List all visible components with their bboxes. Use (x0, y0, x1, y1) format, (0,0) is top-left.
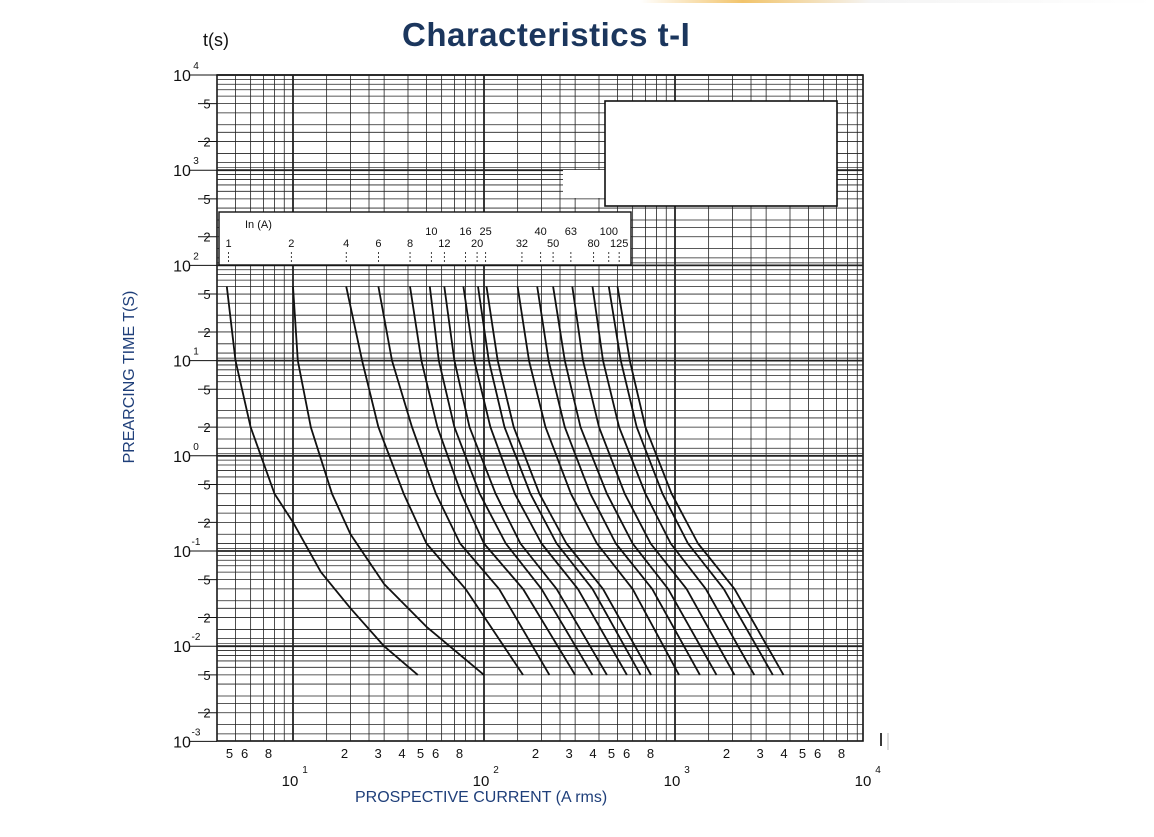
legend-label-50: 50 (547, 238, 559, 250)
legend-label-12: 12 (438, 238, 450, 250)
x-tick-label: 10 (473, 773, 490, 790)
y-unit-label: t(s) (203, 30, 229, 50)
y-tick-label: 10 (173, 639, 191, 656)
x-minor-tick-label: 2 (723, 746, 730, 761)
x-tick-exponent: 2 (493, 765, 499, 776)
x-tick-exponent: 1 (302, 765, 308, 776)
x-axis-label: PROSPECTIVE CURRENT (A rms) (355, 789, 608, 806)
series-curve-40 (536, 286, 701, 676)
legend-label-1: 1 (226, 238, 232, 250)
y-tick-label: 10 (173, 544, 191, 561)
x-minor-tick-label: 4 (780, 746, 787, 761)
legend-label-8: 8 (407, 238, 413, 250)
x-minor-tick-label: 8 (647, 746, 654, 761)
y-tick-exponent: 0 (193, 442, 199, 453)
y-tick-label: 10 (173, 734, 191, 751)
legend-label-25: 25 (480, 226, 492, 238)
legend-box (218, 211, 632, 266)
series-curve-25 (485, 286, 652, 676)
legend-label-16: 16 (459, 226, 471, 238)
x-minor-tick-label: 3 (566, 746, 573, 761)
legend-label-4: 4 (343, 238, 349, 250)
series-curve-8 (409, 286, 576, 676)
legend-label-63: 63 (565, 226, 577, 238)
y-tick-label: 10 (173, 449, 191, 466)
legend-label-80: 80 (588, 238, 600, 250)
series-curve-20 (477, 286, 642, 676)
x-minor-tick-label: 6 (241, 746, 248, 761)
series-curve-4 (345, 286, 524, 676)
x-minor-tick-label: 8 (265, 746, 272, 761)
x-minor-tick-label: 4 (589, 746, 596, 761)
y-tick-exponent: 1 (193, 347, 199, 358)
legend-label-100: 100 (600, 226, 618, 238)
legend-label-2: 2 (288, 238, 294, 250)
x-minor-tick-label: 6 (432, 746, 439, 761)
top-decorative-line (640, 0, 1154, 3)
series-curve-125 (616, 286, 785, 676)
series-curve-16 (462, 286, 628, 676)
series-curve-63 (571, 286, 736, 676)
series-curve-2 (292, 286, 485, 676)
x-minor-tick-label: 5 (799, 746, 806, 761)
x-minor-tick-label: 5 (226, 746, 233, 761)
legend-label-32: 32 (516, 238, 528, 250)
legend-label-40: 40 (535, 226, 547, 238)
y-tick-exponent: -1 (192, 537, 201, 548)
x-minor-tick-label: 5 (608, 746, 615, 761)
legend-label-6: 6 (375, 238, 381, 250)
x-minor-tick-label: 3 (757, 746, 764, 761)
x-minor-tick-label: 2 (532, 746, 539, 761)
y-tick-exponent: 2 (193, 251, 199, 262)
series-curve-1 (225, 286, 419, 676)
x-minor-tick-label: 8 (456, 746, 463, 761)
x-tick-label: 10 (855, 773, 872, 790)
y-tick-label: 10 (173, 68, 191, 85)
y-tick-label: 10 (173, 258, 191, 275)
series-curve-100 (607, 286, 774, 676)
y-tick-label: 10 (173, 354, 191, 371)
series-curve-80 (591, 286, 756, 676)
legend-label-125: 125 (610, 238, 628, 250)
legend-label-10: 10 (425, 226, 437, 238)
legend-header: In (A) (245, 219, 272, 231)
legend-label-20: 20 (471, 238, 483, 250)
x-minor-tick-label: 4 (398, 746, 405, 761)
y-tick-exponent: 4 (193, 61, 199, 72)
x-minor-tick-label: 6 (814, 746, 821, 761)
chart-title: Characteristics t-I (402, 16, 691, 53)
x-tick-label: 10 (664, 773, 681, 790)
x-minor-tick-label: 2 (341, 746, 348, 761)
series-curve-50 (552, 286, 718, 676)
legend-gap-mask (563, 170, 608, 198)
y-tick-exponent: -3 (192, 727, 201, 738)
x-tick-exponent: 3 (684, 765, 690, 776)
x-unit-label: I (878, 730, 883, 750)
series-curve-6 (377, 286, 551, 676)
x-minor-tick-label: 8 (838, 746, 845, 761)
y-tick-exponent: -2 (192, 632, 201, 643)
y-tick-exponent: 3 (193, 156, 199, 167)
x-minor-tick-label: 6 (623, 746, 630, 761)
x-minor-tick-label: 3 (375, 746, 382, 761)
y-tick-label: 10 (173, 163, 191, 180)
x-minor-tick-label: 5 (417, 746, 424, 761)
info-box-blank (604, 100, 838, 207)
series-curve-32 (516, 286, 680, 676)
x-tick-label: 10 (282, 773, 299, 790)
x-tick-exponent: 4 (875, 765, 881, 776)
series-curve-12 (443, 286, 608, 676)
series-curve-10 (428, 286, 594, 676)
